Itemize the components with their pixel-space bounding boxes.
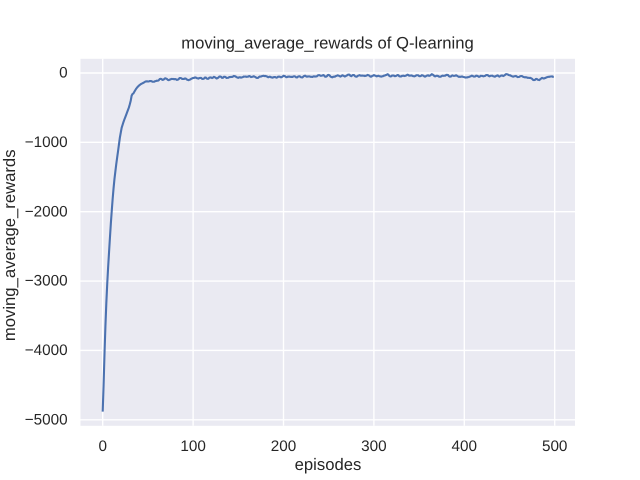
svg-text:200: 200 <box>271 438 296 455</box>
svg-text:−4000: −4000 <box>25 342 68 359</box>
svg-text:−1000: −1000 <box>25 134 68 151</box>
svg-text:moving_average_rewards of Q-le: moving_average_rewards of Q-learning <box>181 33 474 52</box>
svg-text:0: 0 <box>59 65 68 82</box>
svg-text:100: 100 <box>180 438 205 455</box>
svg-text:0: 0 <box>98 438 107 455</box>
svg-text:400: 400 <box>452 438 477 455</box>
svg-text:300: 300 <box>361 438 386 455</box>
svg-text:−5000: −5000 <box>25 411 68 428</box>
svg-text:−2000: −2000 <box>25 203 68 220</box>
svg-text:moving_average_rewards: moving_average_rewards <box>0 149 19 341</box>
svg-text:episodes: episodes <box>295 455 362 474</box>
svg-text:−3000: −3000 <box>25 273 68 290</box>
svg-text:500: 500 <box>542 438 567 455</box>
